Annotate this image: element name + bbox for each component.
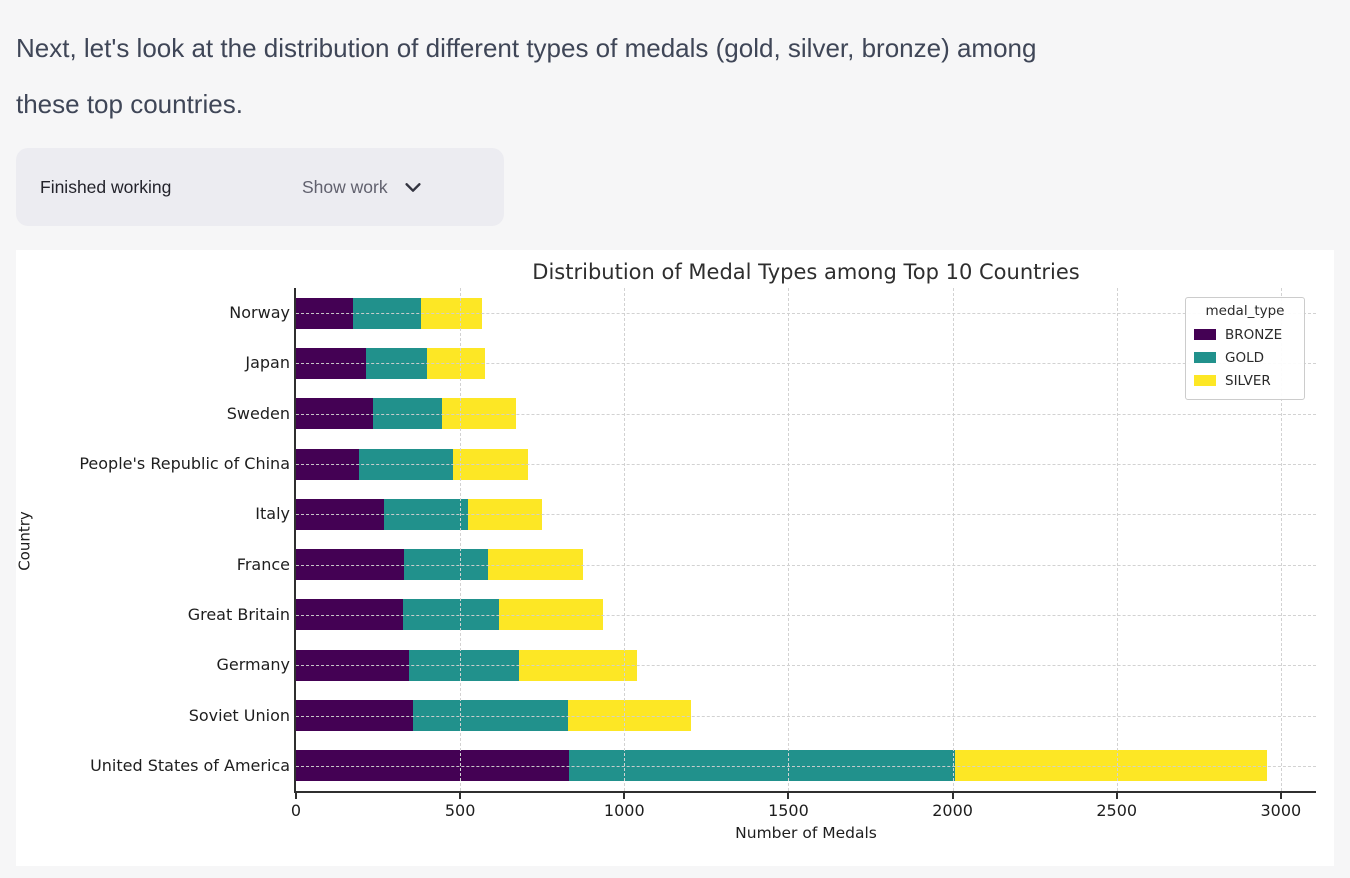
x-tick-label: 0 [290,801,302,820]
assistant-message-line-1: Next, let's look at the distribution of … [16,33,1037,63]
x-tick-label: 1000 [603,801,645,820]
vertical-gridline-3000 [1280,288,1282,791]
assistant-message-line-2: these top countries. [16,89,243,119]
finished-working-panel: Finished working Show work [16,148,504,226]
x-tick-mark [1279,793,1282,799]
x-axis-label: Number of Medals [735,824,877,842]
legend-swatch-gold [1194,352,1216,363]
chart-card: Distribution of Medal Types among Top 10… [16,250,1334,866]
legend-label: GOLD [1225,349,1265,366]
legend-label: BRONZE [1225,326,1283,343]
x-tick-label: 2000 [932,801,973,820]
y-tick-label: Great Britain [187,604,290,624]
horizontal-gridline [296,665,1316,667]
legend-swatch-bronze [1194,329,1216,340]
x-tick-mark [951,793,954,799]
y-tick-label: United States of America [90,755,290,775]
chevron-down-icon [404,183,421,192]
y-tick-label: Norway [229,303,290,323]
show-work-button[interactable]: Show work [302,148,424,226]
y-tick-label: France [236,554,290,574]
x-tick-mark [787,793,790,799]
show-work-label: Show work [302,176,388,197]
plot-area [294,288,1316,793]
legend-title: medal_type [1205,303,1285,319]
legend-item-gold: GOLD [1194,346,1296,369]
x-tick-label: 1500 [768,801,809,820]
horizontal-gridline [296,715,1316,717]
legend-item-silver: SILVER [1194,369,1296,392]
x-tick-mark [623,793,626,799]
x-axis-spine [294,791,1316,793]
x-tick-mark [295,793,297,799]
y-tick-label: People's Republic of China [79,454,290,474]
y-tick-label: Japan [245,353,290,373]
horizontal-gridline [296,363,1316,365]
y-tick-label: Germany [216,655,290,675]
x-tick-mark [459,793,462,799]
legend-label: SILVER [1225,372,1271,389]
vertical-gridline-1500 [788,288,790,791]
work-status-label: Finished working [40,176,172,197]
vertical-gridline-1000 [624,288,626,791]
horizontal-gridline [296,614,1316,616]
horizontal-gridline [296,313,1316,315]
y-tick-label: Soviet Union [188,705,290,725]
chart-legend: medal_type BRONZE GOLD SILVER [1185,297,1305,400]
x-tick-label: 500 [444,801,476,820]
vertical-gridline-2000 [952,288,954,791]
vertical-gridline-500 [460,288,462,791]
legend-item-bronze: BRONZE [1194,323,1296,346]
x-tick-mark [1115,793,1118,799]
assistant-message: Next, let's look at the distribution of … [16,20,1326,132]
x-tick-label: 3000 [1260,801,1302,820]
horizontal-gridline [296,413,1316,415]
y-tick-labels: Norway Japan Sweden People's Republic of Ch… [16,288,290,791]
legend-swatch-silver [1194,375,1216,386]
vertical-gridline-2500 [1116,288,1118,791]
horizontal-gridline [296,464,1316,466]
horizontal-gridline [296,765,1316,767]
y-axis-spine [294,288,296,793]
y-tick-label: Italy [255,504,290,524]
chart-title: Distribution of Medal Types among Top 10… [532,260,1080,284]
y-tick-label: Sweden [226,403,290,423]
horizontal-gridline [296,564,1316,566]
x-tick-label: 2500 [1096,801,1138,820]
horizontal-gridline [296,514,1316,516]
